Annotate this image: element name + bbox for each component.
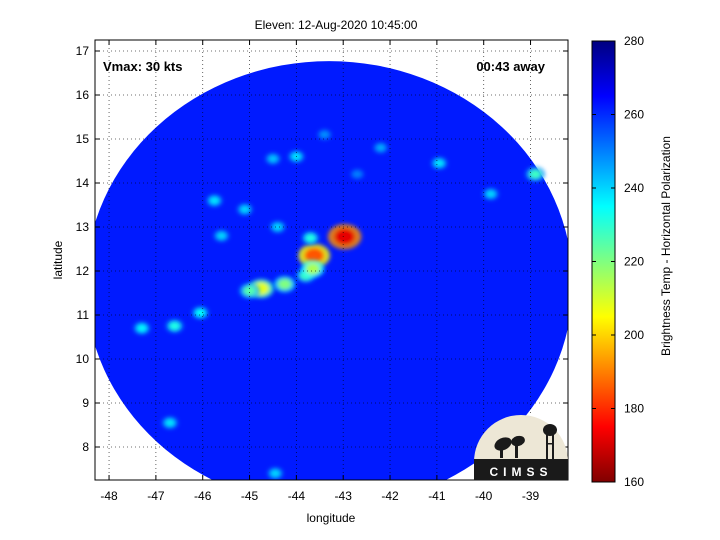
data-feature <box>317 129 332 140</box>
data-feature <box>133 321 151 335</box>
colorbar-tick-label: 280 <box>624 34 644 48</box>
time-away-annotation: 00:43 away <box>476 59 545 74</box>
colorbar-label: Brightness Temp - Horizontal Polarizatio… <box>659 136 673 356</box>
data-feature <box>350 169 364 180</box>
satellite-dish-icon <box>494 435 525 458</box>
data-feature <box>265 153 281 165</box>
data-feature <box>206 194 223 207</box>
grid <box>95 40 568 480</box>
colorbar-tick-label: 240 <box>624 181 644 195</box>
x-tick-label: -42 <box>381 489 399 503</box>
x-tick-label: -46 <box>194 489 212 503</box>
colorbar-ticks: 160 180 200 220 240 260 280 <box>592 34 644 489</box>
data-feature <box>327 224 362 250</box>
logo-band <box>474 459 568 480</box>
swath-layer <box>95 61 568 480</box>
y-tick-label: 9 <box>82 396 89 410</box>
y-tick-label: 13 <box>76 220 90 234</box>
axes-box <box>94 39 569 481</box>
cimss-logo: CIMSS <box>474 415 568 480</box>
x-tick-label: -39 <box>522 489 540 503</box>
chart-title: Eleven: 12-Aug-2020 10:45:00 <box>255 18 418 32</box>
y-tick-label: 8 <box>82 440 89 454</box>
y-tick-label: 11 <box>77 308 90 322</box>
x-axis-label: longitude <box>307 511 356 525</box>
data-feature <box>213 229 230 242</box>
data-feature <box>267 467 284 480</box>
data-feature <box>301 231 320 245</box>
data-feature <box>161 416 179 429</box>
x-tick-label: -47 <box>147 489 165 503</box>
data-feature <box>236 203 253 216</box>
y-tick-label: 17 <box>76 44 90 58</box>
x-tick-label: -48 <box>100 489 118 503</box>
logo-text: CIMSS <box>489 465 552 479</box>
colorbar-tick-label: 260 <box>624 108 644 122</box>
data-feature <box>269 221 286 233</box>
data-feature <box>298 243 331 268</box>
x-tick-label: -40 <box>475 489 493 503</box>
x-tick-label: -41 <box>428 489 446 503</box>
x-tick-label: -45 <box>241 489 259 503</box>
data-feature <box>373 142 388 154</box>
y-tick-label: 12 <box>76 264 90 278</box>
data-feature <box>165 319 184 333</box>
colorbar-tick-label: 160 <box>624 475 644 489</box>
y-tick-label: 10 <box>76 352 90 366</box>
water-tower-icon <box>543 424 557 459</box>
data-feature <box>525 166 545 182</box>
ticks: -48 -47 -46 -45 -44 -43 -42 -41 -40 -39 8 9 10 11 12 13… <box>76 40 568 503</box>
data-feature <box>301 260 325 278</box>
x-tick-label: -43 <box>335 489 353 503</box>
data-feature <box>482 188 499 200</box>
y-tick-label: 14 <box>76 176 90 190</box>
vmax-annotation: Vmax: 30 kts <box>103 59 183 74</box>
x-tick-label: -44 <box>288 489 306 503</box>
swath-disk <box>95 61 568 480</box>
y-tick-label: 16 <box>76 88 90 102</box>
data-feature <box>430 157 448 170</box>
data-feature <box>239 283 260 299</box>
data-feature <box>273 276 296 293</box>
y-axis-label: latitude <box>51 240 65 279</box>
colorbar-tick-label: 220 <box>624 255 644 269</box>
y-tick-label: 15 <box>76 132 90 146</box>
data-feature <box>191 306 210 320</box>
colorbar-tick-label: 180 <box>624 402 644 416</box>
colorbar-tick-label: 200 <box>624 328 644 342</box>
